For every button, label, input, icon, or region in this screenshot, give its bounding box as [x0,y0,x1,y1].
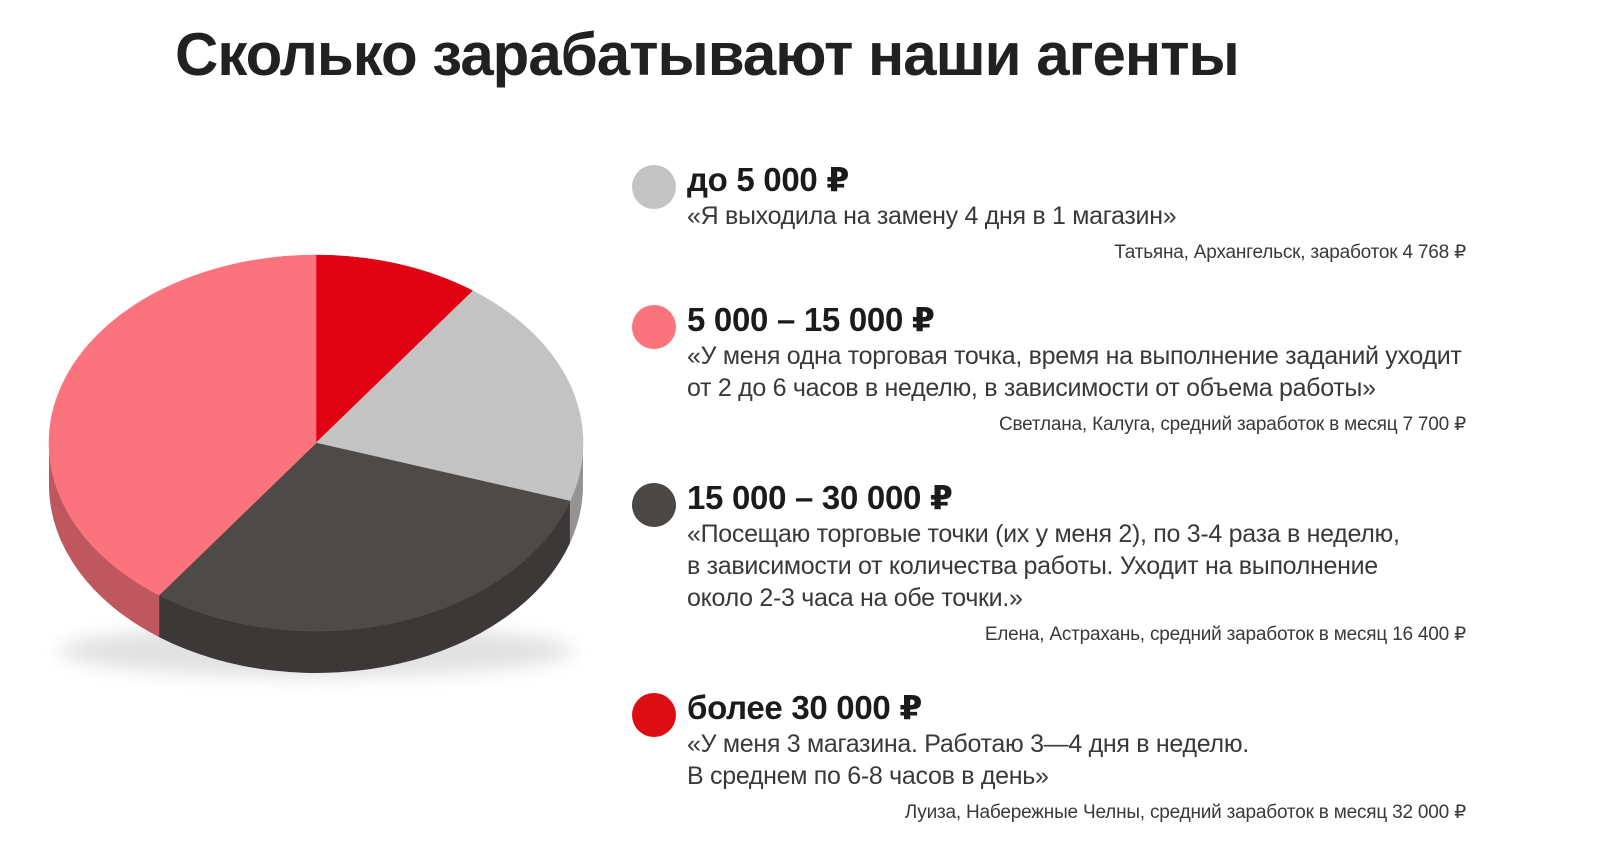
legend-label: более 30 000 ₽ [687,689,922,726]
legend-quote: «Я выходила на замену 4 дня в 1 магазин» [687,202,1177,230]
pie-slice-0 [315,254,474,444]
gray-dot-icon [632,165,676,209]
pie-slice-side-3 [48,443,160,638]
legend-item-15000-30000: 15 000 – 30 000 ₽ «Посещаю торговые точк… [632,478,1467,648]
pie-slice-3 [48,254,317,596]
legend-quote: «У меня одна торговая точка, время на вы… [687,342,1462,402]
legend-attribution: Луиза, Набережные Челны, средний заработ… [904,802,1466,823]
legend-text: до 5 000 ₽ «Я выходила на замену 4 дня в… [687,160,1466,266]
legend-label: 15 000 – 30 000 ₽ [687,479,953,516]
legend-label: 5 000 – 15 000 ₽ [687,301,935,338]
page-title: Сколько зарабатывают наши агенты [175,21,1240,88]
pie-slice-1 [315,290,584,502]
legend-text: 5 000 – 15 000 ₽ «У меня одна торговая т… [687,300,1466,438]
legend-label: до 5 000 ₽ [687,161,849,198]
dark-gray-dot-icon [632,483,676,527]
pie-slice-side-1 [569,443,583,544]
legend-quote: «Посещаю торговые точки (их у меня 2), п… [687,520,1400,612]
legend-quote: «У меня 3 магазина. Работаю 3—4 дня в не… [687,730,1249,790]
legend-item-under-5000: до 5 000 ₽ «Я выходила на замену 4 дня в… [632,160,1467,266]
legend-item-5000-15000: 5 000 – 15 000 ₽ «У меня одна торговая т… [632,300,1467,438]
pink-dot-icon [632,305,676,349]
legend-attribution: Татьяна, Архангельск, заработок 4 768 ₽ [1114,242,1466,263]
legend-attribution: Елена, Астрахань, средний заработок в ме… [984,624,1466,645]
legend-text: 15 000 – 30 000 ₽ «Посещаю торговые точк… [687,478,1466,648]
red-dot-icon [632,693,676,737]
pie-root [48,254,584,677]
pie-slice-2 [158,442,571,632]
pie-slice-side-2 [159,501,570,674]
legend-text: более 30 000 ₽ «У меня 3 магазина. Работ… [687,688,1466,826]
legend-attribution: Светлана, Калуга, средний заработок в ме… [998,414,1466,435]
legend-item-over-30000: более 30 000 ₽ «У меня 3 магазина. Работ… [632,688,1467,826]
